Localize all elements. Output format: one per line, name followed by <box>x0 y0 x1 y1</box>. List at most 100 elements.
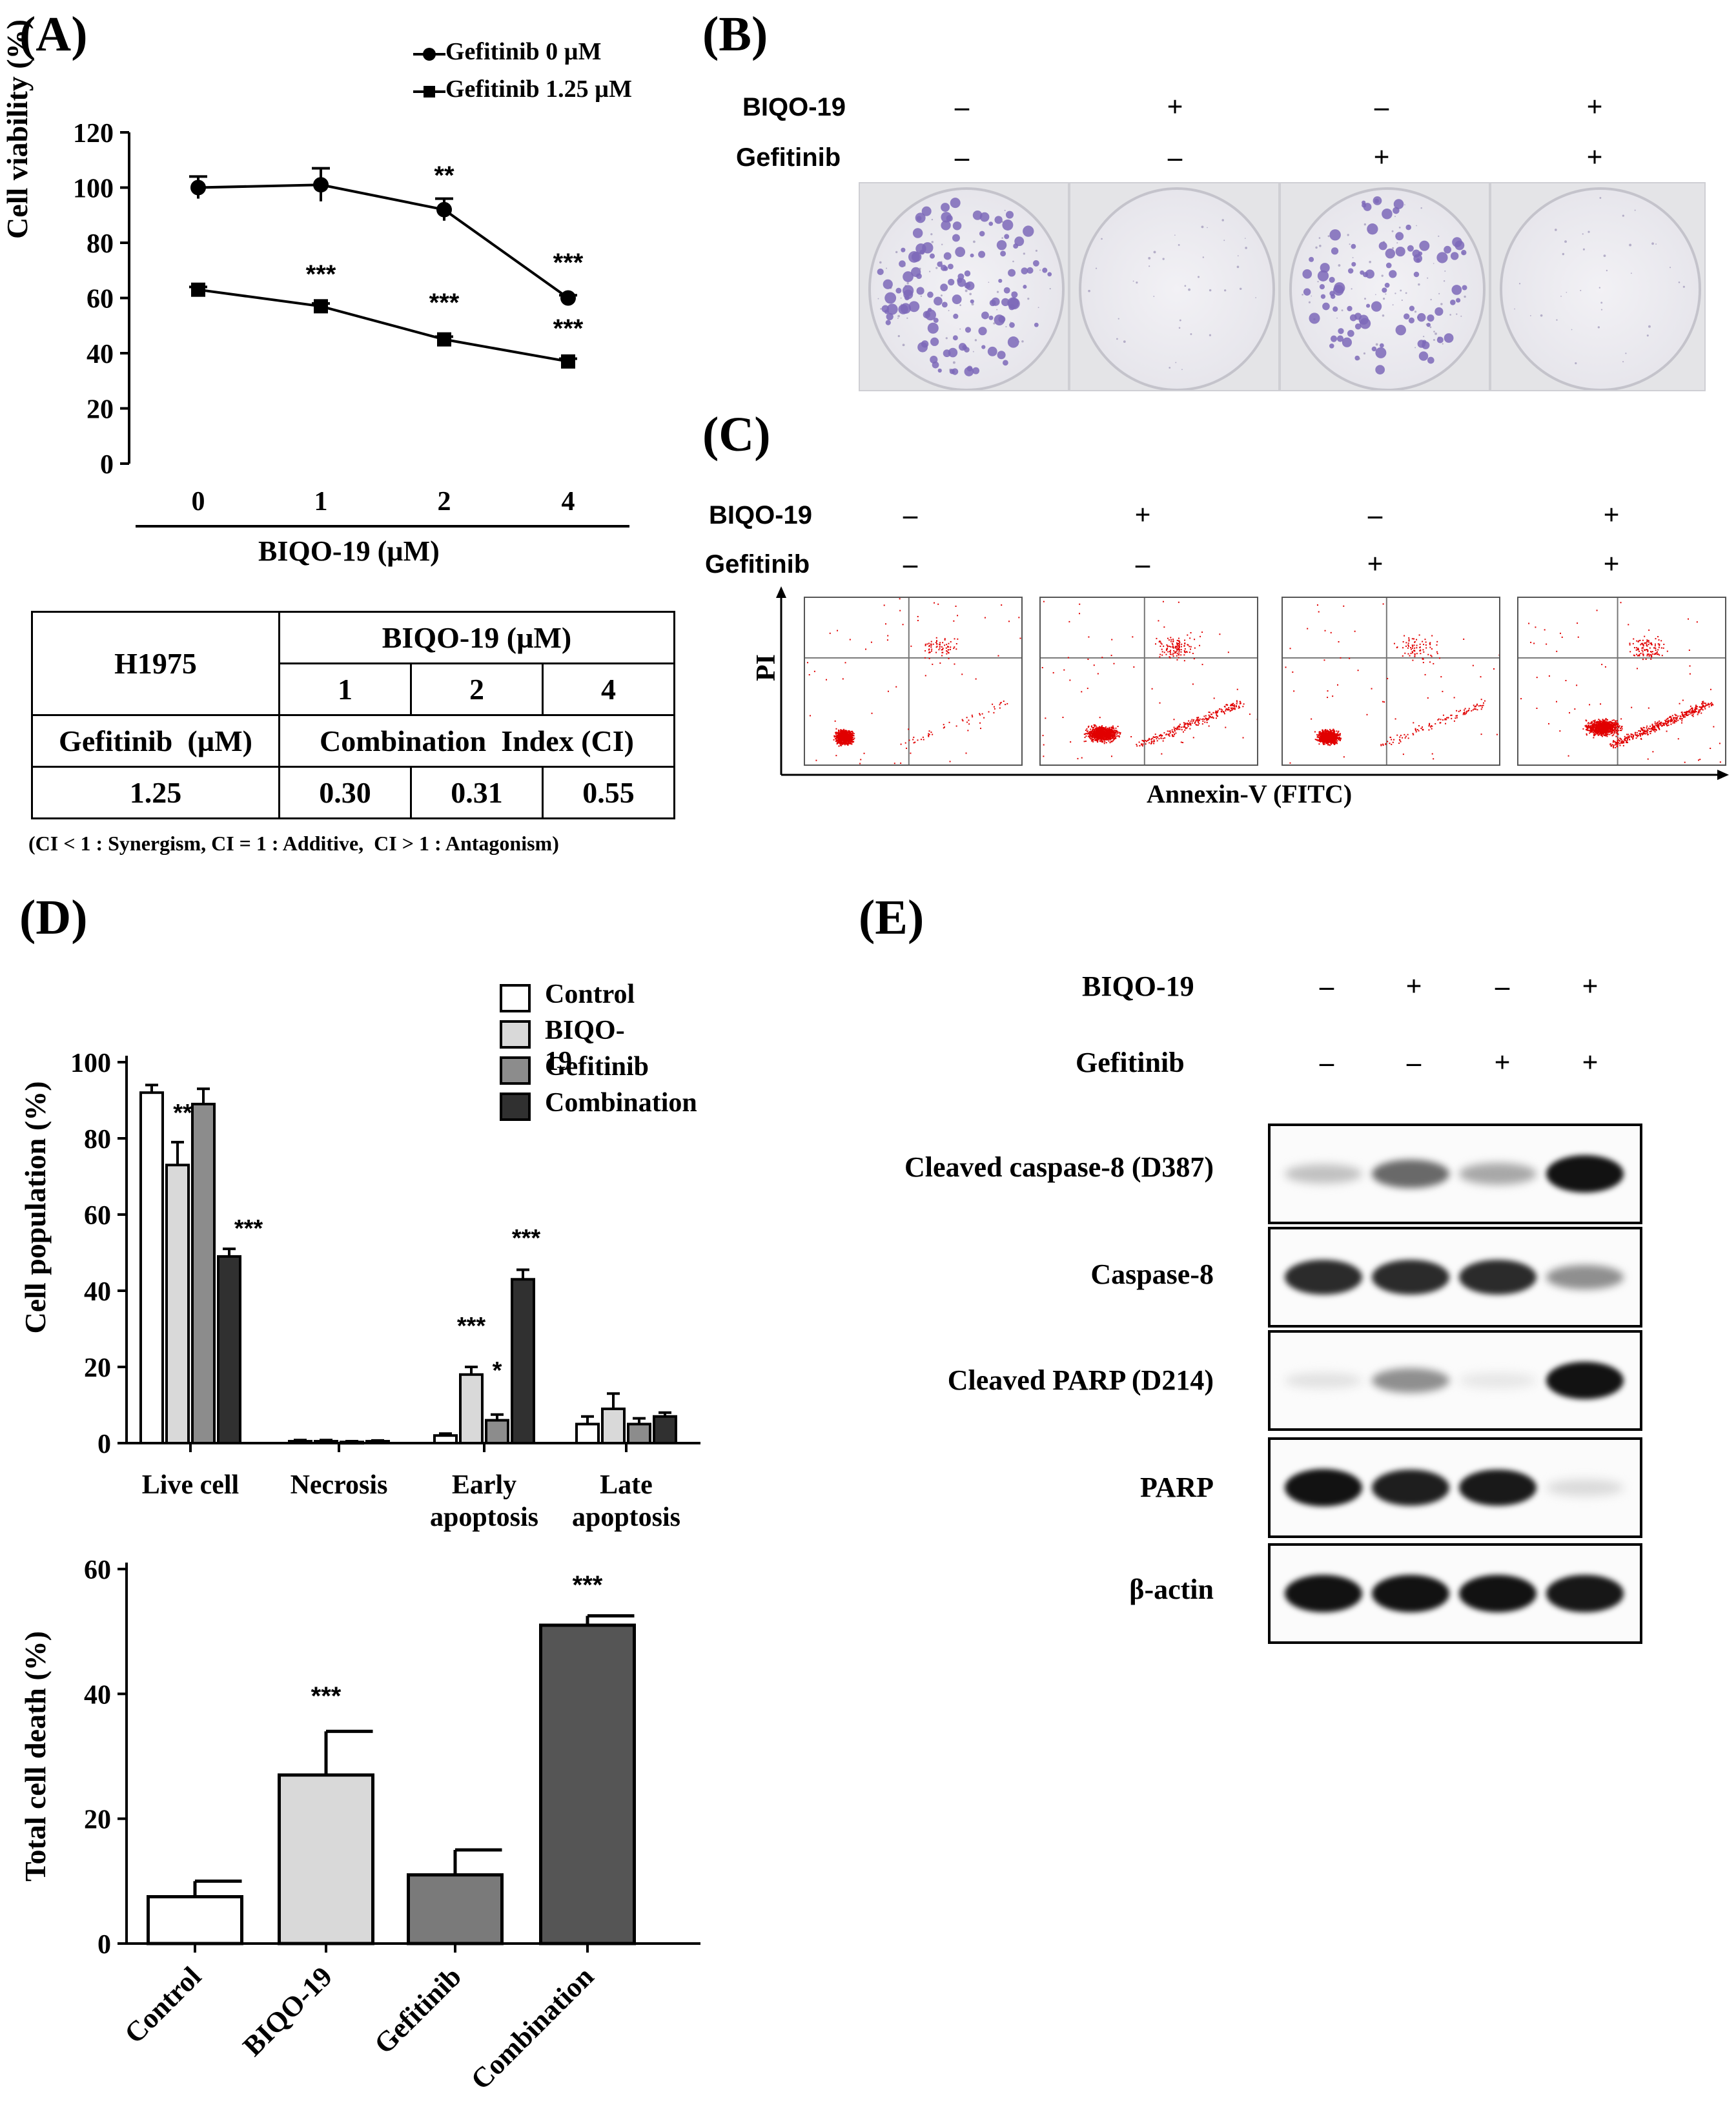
flow-dot <box>980 728 982 730</box>
colony <box>957 278 966 287</box>
colony <box>1037 307 1039 309</box>
flow-dot <box>1404 737 1406 739</box>
colony <box>1651 242 1654 245</box>
flow-dot <box>1202 718 1204 720</box>
flow-dot <box>1425 641 1427 643</box>
flow-dot <box>946 650 948 652</box>
colony <box>1435 332 1437 335</box>
flow-dot <box>1402 737 1404 739</box>
flow-dot <box>1169 653 1171 655</box>
flow-dot <box>1225 710 1227 712</box>
colony <box>1603 254 1606 258</box>
flow-dot <box>829 632 831 634</box>
colony <box>1670 267 1671 269</box>
flow-dot <box>1615 724 1617 726</box>
flow-dot <box>1597 721 1598 723</box>
flow-dot <box>1416 647 1418 649</box>
flow-dot <box>1603 723 1605 724</box>
flow-dot <box>1320 735 1322 737</box>
colony <box>1429 326 1432 329</box>
flow-dot <box>1087 730 1088 732</box>
flow-dot <box>1609 723 1611 725</box>
flow-dot <box>851 736 853 738</box>
flow-dot <box>1597 724 1599 726</box>
flow-dot <box>845 731 847 733</box>
flow-dot <box>1329 739 1331 741</box>
colony <box>1389 270 1397 278</box>
colony <box>1341 309 1343 312</box>
flow-dot <box>1186 723 1188 724</box>
flow-dot <box>1317 735 1319 737</box>
flow-dot <box>1331 734 1333 735</box>
colony <box>1404 204 1405 205</box>
flow-dot <box>941 649 943 651</box>
flow-dot <box>1333 742 1335 744</box>
flow-dot <box>1617 730 1619 732</box>
flow-dot <box>1219 708 1221 710</box>
colony <box>952 335 958 341</box>
colony <box>1423 319 1425 321</box>
flow-dot <box>1586 733 1588 735</box>
colony <box>1564 240 1567 243</box>
flow-dot <box>979 713 981 715</box>
flow-dot <box>1591 721 1593 723</box>
flow-dot <box>842 742 844 744</box>
flow-dot <box>1316 739 1318 741</box>
colony <box>1010 322 1012 323</box>
flow-axes <box>776 586 1729 780</box>
flow-dot <box>834 720 836 722</box>
colony <box>1385 248 1396 259</box>
flow-dot <box>955 725 957 727</box>
colony <box>1320 294 1326 299</box>
flow-dot <box>1176 727 1178 729</box>
flow-dot <box>1102 729 1104 731</box>
flow-dot <box>1187 644 1189 646</box>
flow-dot <box>1242 737 1244 739</box>
flow-dot <box>1173 650 1175 652</box>
flow-dot <box>1453 720 1455 722</box>
flow-dot <box>1442 714 1444 716</box>
flow-dot <box>1319 730 1321 732</box>
colony <box>953 313 959 319</box>
flow-dot <box>825 679 827 681</box>
flow-dot <box>1599 733 1601 735</box>
flow-dot <box>1108 737 1110 739</box>
flow-dot <box>1405 645 1407 647</box>
flow-dot <box>957 615 959 617</box>
flow-dot <box>1591 724 1593 726</box>
flow-dot <box>1456 715 1458 717</box>
flow-dot <box>1607 727 1609 729</box>
flow-dot <box>1165 733 1167 735</box>
flow-dot <box>938 649 940 651</box>
flow-dot <box>939 642 941 644</box>
flow-dot <box>1198 717 1200 719</box>
colony <box>1433 339 1435 342</box>
flow-dot <box>1336 740 1338 742</box>
flow-dot <box>1400 741 1402 743</box>
flow-plot-4 <box>1517 597 1726 766</box>
colony <box>930 337 939 346</box>
flow-dot <box>1598 721 1600 723</box>
flow-dot <box>1327 744 1329 746</box>
flow-dot <box>1169 656 1170 658</box>
flow-dot <box>851 738 853 740</box>
flow-dot <box>845 733 847 735</box>
flow-dot <box>1108 728 1110 730</box>
flow-dot <box>1317 740 1319 742</box>
colony <box>1319 283 1325 290</box>
flow-dot <box>1003 700 1005 702</box>
colony <box>971 303 974 306</box>
flow-dot <box>1592 729 1594 731</box>
colony <box>952 234 960 242</box>
data-point-gef125 <box>191 282 205 297</box>
colony <box>1566 291 1568 293</box>
viability-ytick-label: 80 <box>87 229 114 259</box>
flow-dot <box>841 731 842 733</box>
flow-dot <box>1371 688 1373 690</box>
flow-dot <box>1161 654 1163 656</box>
flow-dot <box>1174 651 1176 653</box>
colony <box>926 245 928 247</box>
colony <box>1347 330 1354 337</box>
flow-dot <box>850 732 852 734</box>
colony <box>1444 333 1454 343</box>
